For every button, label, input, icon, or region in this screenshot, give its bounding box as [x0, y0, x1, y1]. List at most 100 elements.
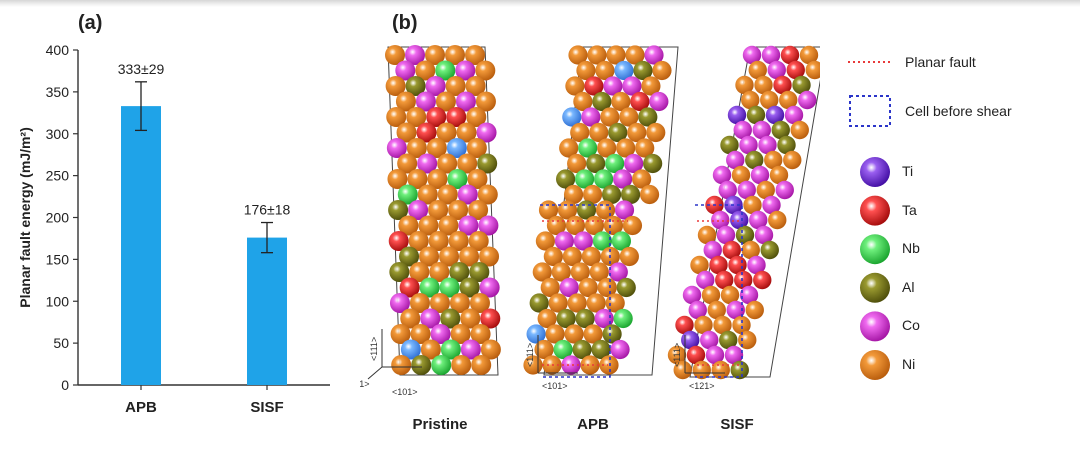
atom — [460, 339, 481, 360]
cell-before-shear-box — [695, 204, 743, 378]
axis-label: <121> — [360, 379, 370, 389]
atom — [713, 315, 732, 335]
atom — [526, 324, 546, 344]
atom — [701, 285, 721, 305]
atom — [711, 210, 730, 230]
atom — [469, 262, 490, 282]
atom — [475, 91, 496, 112]
y-tick-label: 400 — [46, 42, 70, 58]
legend-line-keys — [848, 61, 892, 127]
atom — [426, 107, 447, 127]
cell-before-shear-key — [849, 95, 891, 127]
atom — [408, 231, 429, 251]
atom — [752, 120, 771, 140]
atom — [754, 75, 773, 95]
atom — [465, 45, 485, 65]
atom — [460, 308, 481, 329]
atom — [581, 246, 601, 267]
atom — [630, 91, 650, 112]
atomic-structures: <111> <121> <101> <111> <101> <111> <121> — [360, 45, 820, 397]
legend-atom-ni — [860, 350, 890, 380]
atom — [641, 76, 661, 96]
atom — [584, 76, 604, 96]
atom — [624, 153, 644, 174]
atom — [435, 91, 456, 112]
y-tick-label: 300 — [46, 126, 70, 142]
atom — [745, 150, 764, 170]
atom — [760, 90, 779, 110]
atom — [420, 308, 441, 329]
axis-label: <111> — [672, 343, 682, 367]
atom — [407, 169, 428, 189]
axis-label: <111> — [369, 337, 379, 361]
atom — [602, 324, 622, 344]
atom — [447, 169, 468, 189]
atom — [459, 277, 480, 298]
atom — [737, 180, 756, 200]
atom — [388, 231, 409, 251]
atom — [405, 76, 426, 96]
atom — [475, 60, 496, 81]
atom — [386, 107, 407, 127]
structure-sisf — [667, 45, 820, 380]
atom — [616, 277, 636, 298]
atom — [754, 225, 774, 245]
legend-atom-ta — [860, 195, 890, 226]
y-tick-label: 100 — [46, 293, 70, 309]
atom — [608, 122, 628, 143]
y-tick-label: 200 — [46, 210, 70, 226]
atom — [545, 324, 565, 344]
atom — [396, 122, 417, 143]
axis-triad: <111> <121> <101> — [360, 329, 422, 397]
atom — [465, 76, 486, 96]
atom — [720, 285, 740, 305]
atom — [385, 76, 406, 96]
atom — [765, 105, 785, 125]
x-tick-label: SISF — [250, 399, 283, 416]
atom — [411, 355, 432, 375]
atom — [694, 315, 713, 335]
atom — [589, 122, 609, 143]
atom — [556, 169, 576, 189]
atom — [622, 76, 642, 96]
atom — [426, 138, 447, 158]
atom — [437, 184, 458, 205]
atom — [551, 262, 571, 282]
atom — [419, 277, 440, 298]
atom — [611, 91, 631, 112]
axis-label: <111> — [525, 343, 535, 367]
atom — [415, 60, 436, 81]
atom — [745, 300, 764, 320]
atom — [786, 60, 805, 80]
atom — [435, 60, 456, 81]
legend-atom-al — [860, 272, 890, 303]
axis-triad: <111> <101> — [525, 335, 578, 391]
y-tick-label: 250 — [46, 168, 70, 184]
atom — [570, 122, 590, 143]
atom — [546, 215, 567, 236]
atom — [418, 215, 439, 236]
atom — [570, 262, 590, 282]
atom — [405, 45, 425, 65]
atom — [735, 225, 755, 245]
legend-atom-ti — [860, 157, 890, 187]
y-tick-label: 0 — [61, 377, 69, 393]
atom — [739, 135, 758, 155]
atom — [646, 122, 666, 143]
axis-label: <101> — [542, 381, 568, 391]
atom — [575, 169, 595, 189]
atom — [398, 215, 419, 236]
atom — [480, 308, 501, 329]
atom — [446, 138, 467, 158]
atom — [592, 91, 612, 112]
atom — [580, 355, 600, 375]
atom — [780, 45, 800, 65]
atom — [769, 165, 789, 185]
atom — [553, 339, 573, 360]
atom — [449, 262, 470, 282]
atom — [594, 308, 614, 329]
axis-label: <101> — [392, 387, 418, 397]
atom — [681, 330, 700, 350]
atom — [805, 60, 820, 80]
atom — [767, 60, 786, 80]
